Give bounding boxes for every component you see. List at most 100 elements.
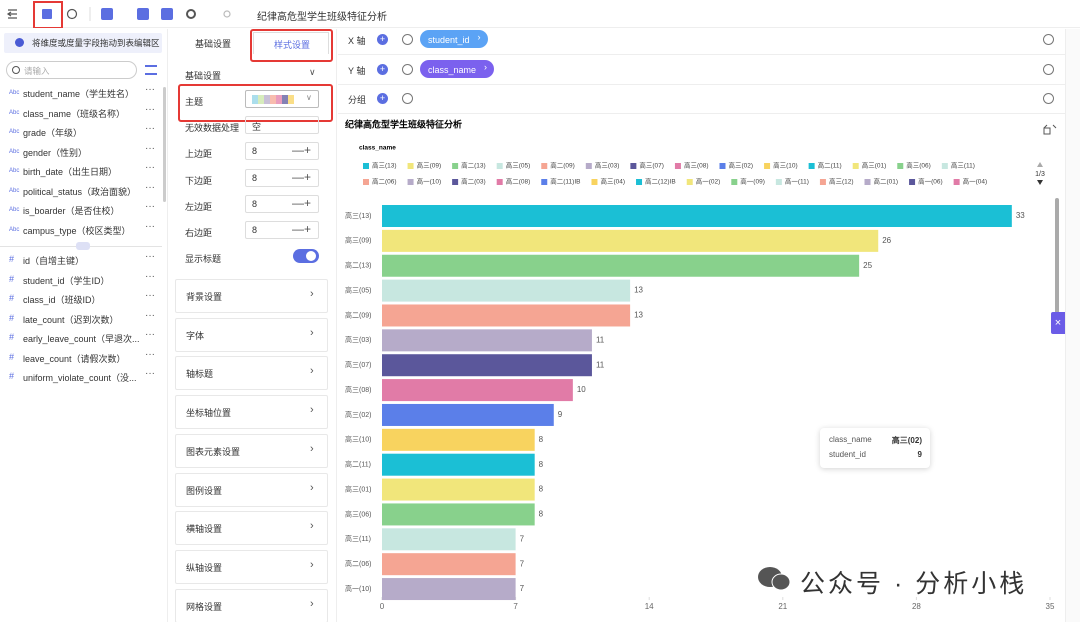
dimension-field[interactable]: gender（性别） xyxy=(23,147,88,158)
expand-button[interactable] xyxy=(1043,34,1054,45)
expand-button[interactable] xyxy=(1043,63,1054,75)
field-more[interactable]: ··· xyxy=(145,123,155,134)
add-button[interactable]: + xyxy=(377,63,388,75)
settings-tab[interactable]: 基础设置 xyxy=(175,32,251,54)
doc-icon[interactable] xyxy=(101,8,113,20)
measure-field[interactable]: student_id（学生ID） xyxy=(23,275,110,286)
measure-icon: # xyxy=(9,371,15,381)
settings-group[interactable]: 图表元素设置 › xyxy=(175,433,328,468)
measure-field[interactable]: leave_count（请假次数） xyxy=(23,353,126,364)
stepper[interactable]: —+ xyxy=(292,195,312,210)
field-more[interactable]: ··· xyxy=(145,251,155,262)
group-label: 轴标题 xyxy=(186,369,214,380)
chart-icon[interactable] xyxy=(161,8,173,20)
setting-input[interactable]: 8 —+ xyxy=(245,142,319,161)
search-box[interactable]: 请输入 xyxy=(6,61,137,79)
settings-group[interactable]: 轴标题 › xyxy=(175,356,328,391)
measure-field[interactable]: class_id（班级ID） xyxy=(23,295,101,305)
stepper[interactable]: —+ xyxy=(292,169,312,184)
stepper[interactable]: —+ xyxy=(292,143,312,158)
settings-group[interactable]: 背景设置 › xyxy=(175,279,328,313)
stepper[interactable]: —+ xyxy=(292,222,312,236)
highlight-box xyxy=(178,84,333,122)
share-icon[interactable] xyxy=(223,10,231,18)
sort-button[interactable] xyxy=(402,93,413,104)
field-more[interactable]: ··· xyxy=(145,162,155,173)
field-more[interactable]: ··· xyxy=(145,329,155,340)
x-tick-label: 28 xyxy=(912,602,921,611)
dimension-field[interactable]: political_status（政治面貌） xyxy=(23,186,137,197)
setting-input[interactable]: 8 —+ xyxy=(245,168,319,187)
setting-input[interactable]: 8 —+ xyxy=(245,221,319,239)
dimension-field[interactable]: birth_date（出生日期） xyxy=(23,167,118,177)
measure-field[interactable]: early_leave_count（早退次... xyxy=(23,334,140,344)
field-more[interactable]: ··· xyxy=(145,201,155,212)
dimension-field[interactable]: class_name（班级名称） xyxy=(23,108,126,119)
settings-group[interactable]: 坐标轴位置 › xyxy=(175,395,328,430)
settings-tab[interactable]: 样式设置 xyxy=(253,32,329,54)
close-button[interactable]: × xyxy=(1051,312,1065,334)
measure-field[interactable]: uniform_violate_count（没... xyxy=(23,373,137,383)
table-icon[interactable] xyxy=(137,8,149,20)
dimension-field[interactable]: grade（年级） xyxy=(23,128,83,138)
settings-group[interactable]: 纵轴设置 › xyxy=(175,549,328,584)
bar xyxy=(382,578,516,601)
setting-value: 空 xyxy=(252,122,262,133)
expand-button[interactable] xyxy=(1043,93,1054,104)
legend-prev[interactable] xyxy=(1037,162,1043,167)
scrollbar[interactable] xyxy=(1055,198,1059,316)
settings-group[interactable]: 网格设置 › xyxy=(175,588,328,622)
filter-icon[interactable] xyxy=(145,65,157,75)
field-chip[interactable]: class_name › xyxy=(420,59,495,78)
field-more[interactable]: ··· xyxy=(145,220,155,232)
field-more[interactable]: ··· xyxy=(145,181,155,193)
settings-group[interactable]: 图例设置 › xyxy=(175,472,328,507)
group-label: 网格设置 xyxy=(186,601,223,612)
menu-icon[interactable] xyxy=(6,9,17,19)
bar xyxy=(382,503,535,526)
save-icon[interactable] xyxy=(42,9,52,19)
field-more[interactable]: ··· xyxy=(145,142,155,154)
field-more[interactable]: ··· xyxy=(145,309,155,321)
sort-button[interactable] xyxy=(402,63,413,75)
field-more[interactable]: ··· xyxy=(145,103,155,115)
measure-field[interactable]: id（自增主键） xyxy=(23,256,85,266)
field-more[interactable]: ··· xyxy=(145,290,155,301)
bar xyxy=(382,453,535,476)
settings-group[interactable]: 字体 › xyxy=(175,317,328,352)
add-button[interactable]: + xyxy=(377,93,388,104)
measure-field[interactable]: late_count（迟到次数） xyxy=(23,314,119,325)
dimension-field[interactable]: campus_type（校区类型） xyxy=(23,225,131,236)
dimension-field[interactable]: student_name（学生姓名） xyxy=(23,89,135,99)
y-tick-label: 高二(13) xyxy=(345,261,371,270)
refresh-icon[interactable] xyxy=(66,8,78,20)
chip-arrow: › xyxy=(484,61,488,72)
setting-input[interactable]: 8 —+ xyxy=(245,194,319,213)
add-button[interactable]: + xyxy=(377,34,388,45)
setting-input[interactable]: 空 xyxy=(245,116,319,135)
section-title[interactable]: 基础设置 xyxy=(185,71,222,81)
dimension-type: Abc xyxy=(9,109,20,116)
legend-label: 高一(02) xyxy=(696,177,721,186)
fullscreen-icon[interactable] xyxy=(1043,124,1057,135)
field-more[interactable]: ··· xyxy=(145,368,155,379)
theme-select[interactable]: ∨ xyxy=(245,90,319,108)
toggle[interactable] xyxy=(293,249,319,264)
field-more[interactable]: ··· xyxy=(145,84,155,95)
legend-next[interactable] xyxy=(1037,180,1043,185)
x-tick-label: 35 xyxy=(1046,602,1055,611)
settings-group[interactable]: 横轴设置 › xyxy=(175,511,328,546)
splitter-handle[interactable] xyxy=(76,242,90,250)
settings-icon[interactable] xyxy=(186,9,196,19)
field-more[interactable]: ··· xyxy=(145,270,155,282)
watermark: 公众号 · 分析小栈 xyxy=(800,570,1028,598)
field-more[interactable]: ··· xyxy=(145,348,155,360)
bar xyxy=(382,229,879,252)
dimension-field[interactable]: is_boarder（是否住校） xyxy=(23,206,120,216)
legend-swatch xyxy=(897,163,904,169)
y-tick-label: 高三(13) xyxy=(345,211,371,220)
sort-button[interactable] xyxy=(402,34,413,45)
field-chip[interactable]: student_id › xyxy=(420,30,488,48)
y-tick-label: 高三(06) xyxy=(345,509,371,518)
value-label: 8 xyxy=(539,435,544,444)
